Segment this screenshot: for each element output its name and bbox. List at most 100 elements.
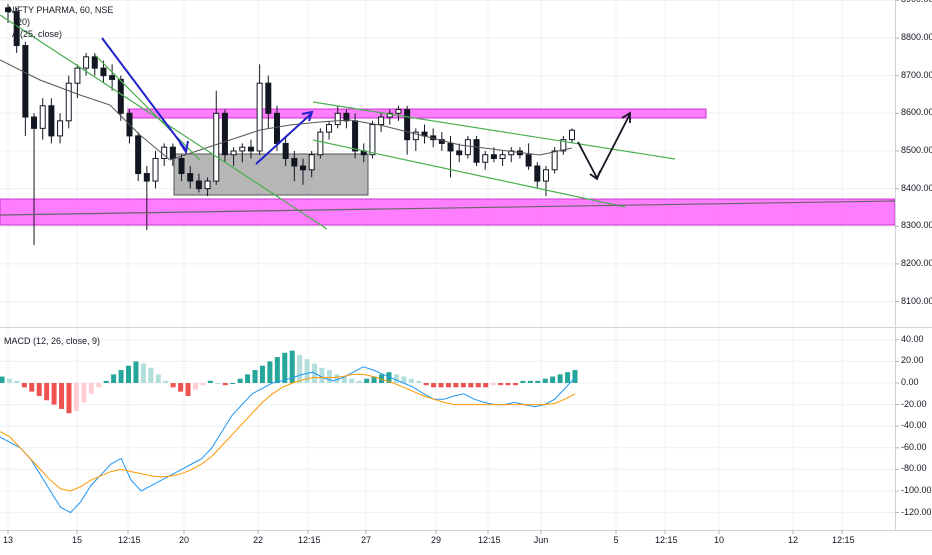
candle-body bbox=[31, 116, 38, 129]
macd-histogram-bar bbox=[304, 359, 310, 383]
y-tick-label: 8900.00 bbox=[901, 0, 932, 4]
x-tick-label: 13 bbox=[2, 535, 13, 545]
y-tick-label: 8800.00 bbox=[901, 32, 932, 42]
y-tick-label: 20.00 bbox=[901, 355, 924, 366]
candle-body bbox=[291, 157, 298, 167]
y-tick-label: 0.00 bbox=[901, 377, 919, 387]
candle-body bbox=[525, 154, 532, 167]
macd-histogram-bar bbox=[245, 374, 251, 383]
y-tick-label: -60.00 bbox=[901, 441, 927, 452]
macd-histogram-bar bbox=[527, 380, 533, 383]
candle-body bbox=[447, 142, 454, 152]
macd-histogram-bar bbox=[81, 383, 87, 403]
blue-arrowhead bbox=[301, 110, 314, 122]
macd-histogram-bar bbox=[118, 370, 124, 383]
indicator-label[interactable]: A (25, close) bbox=[12, 29, 63, 39]
candle-body bbox=[57, 120, 64, 137]
macd-histogram-bar bbox=[0, 376, 5, 383]
macd-histogram-bar bbox=[297, 354, 303, 383]
macd-histogram-bar bbox=[155, 374, 161, 383]
candle-body bbox=[560, 139, 567, 152]
x-tick-label: 20 bbox=[178, 535, 189, 545]
candle-body bbox=[326, 124, 333, 133]
macd-histogram-bar bbox=[319, 367, 325, 383]
macd-histogram-bar bbox=[393, 374, 399, 383]
macd-histogram-bar bbox=[379, 374, 385, 383]
macd-histogram-bar bbox=[88, 383, 94, 394]
candle-body bbox=[369, 124, 376, 156]
candle-body bbox=[195, 180, 202, 190]
macd-histogram-bar bbox=[133, 361, 139, 383]
candle-body bbox=[569, 129, 575, 141]
candle-body bbox=[83, 56, 90, 69]
macd-histogram-bar bbox=[66, 383, 72, 414]
macd-histogram-bar bbox=[364, 378, 370, 383]
macd-histogram-bar bbox=[349, 378, 355, 383]
candle-body bbox=[74, 67, 81, 84]
candle-body bbox=[187, 173, 194, 182]
x-tick-label: 10 bbox=[713, 535, 724, 545]
signal-line bbox=[0, 373, 576, 492]
macd-histogram-bar bbox=[111, 374, 117, 383]
y-tick-label: 8400.00 bbox=[901, 182, 932, 193]
axes-layer bbox=[0, 0, 932, 534]
consolidation-box bbox=[173, 153, 369, 196]
macd-histogram-bar bbox=[207, 380, 213, 383]
macd-histogram-bar bbox=[215, 383, 221, 384]
x-tick-label: 12:15 bbox=[832, 535, 855, 545]
y-tick-label: 8300.00 bbox=[901, 220, 932, 231]
macd-histogram-bar bbox=[386, 372, 392, 383]
x-tick-label: 12:15 bbox=[655, 535, 678, 545]
candle-body bbox=[169, 146, 176, 159]
macd-histogram-bar bbox=[453, 383, 459, 388]
candle-body bbox=[334, 112, 341, 126]
macd-histogram-bar bbox=[96, 383, 102, 388]
x-tick-label: 22 bbox=[252, 535, 263, 545]
candle-body bbox=[152, 157, 159, 182]
trendline-descending bbox=[0, 14, 328, 230]
macd-line bbox=[0, 366, 576, 514]
y-tick-label: 8700.00 bbox=[901, 69, 932, 80]
macd-legend[interactable]: MACD (12, 26, close, 9) bbox=[4, 336, 101, 346]
candle-body bbox=[239, 146, 246, 152]
projection-arrowhead bbox=[589, 170, 601, 181]
candle-body bbox=[308, 154, 315, 171]
macd-histogram-bar bbox=[565, 372, 571, 383]
y-tick-label: 40.00 bbox=[901, 333, 924, 344]
blue-arrow-line bbox=[255, 112, 313, 165]
x-tick-label: 12:15 bbox=[478, 535, 501, 545]
candle-body bbox=[300, 165, 307, 171]
indicator-label[interactable]: (20) bbox=[14, 17, 31, 27]
projection-arrow bbox=[577, 113, 631, 180]
x-tick-label: 12:15 bbox=[298, 535, 321, 545]
macd-histogram-bar bbox=[468, 383, 474, 388]
macd-histogram-bar bbox=[14, 380, 20, 383]
candle-body bbox=[551, 150, 558, 171]
macd-histogram-bar bbox=[475, 383, 481, 388]
x-tick-label: 12:15 bbox=[118, 535, 141, 545]
macd-histogram-bar bbox=[326, 370, 332, 383]
macd-histogram-bar bbox=[178, 383, 184, 392]
candle-body bbox=[221, 112, 228, 156]
macd-histogram-bar bbox=[334, 374, 340, 383]
macd-histogram-bar bbox=[557, 374, 563, 383]
macd-histogram-bar bbox=[222, 383, 228, 386]
macd-histogram-bar bbox=[423, 383, 429, 386]
candle-body bbox=[395, 109, 402, 114]
macd-histogram-bar bbox=[483, 383, 489, 388]
macd-histogram-bar bbox=[282, 352, 288, 383]
candle-body bbox=[412, 131, 419, 141]
candle-body bbox=[499, 154, 506, 159]
macd-histogram-bar bbox=[274, 357, 280, 383]
macd-histogram-bar bbox=[356, 380, 362, 383]
drawn-zones bbox=[0, 108, 896, 226]
symbol-label[interactable]: NIFTY PHARMA, 60, NSE bbox=[8, 5, 114, 15]
macd-histogram-bar bbox=[51, 383, 57, 405]
candle-body bbox=[143, 173, 150, 182]
macd-histogram-bar bbox=[237, 378, 243, 383]
candle-body bbox=[65, 82, 72, 122]
candle-body bbox=[247, 146, 254, 152]
candle-body bbox=[213, 112, 220, 182]
candle-body bbox=[204, 180, 211, 190]
